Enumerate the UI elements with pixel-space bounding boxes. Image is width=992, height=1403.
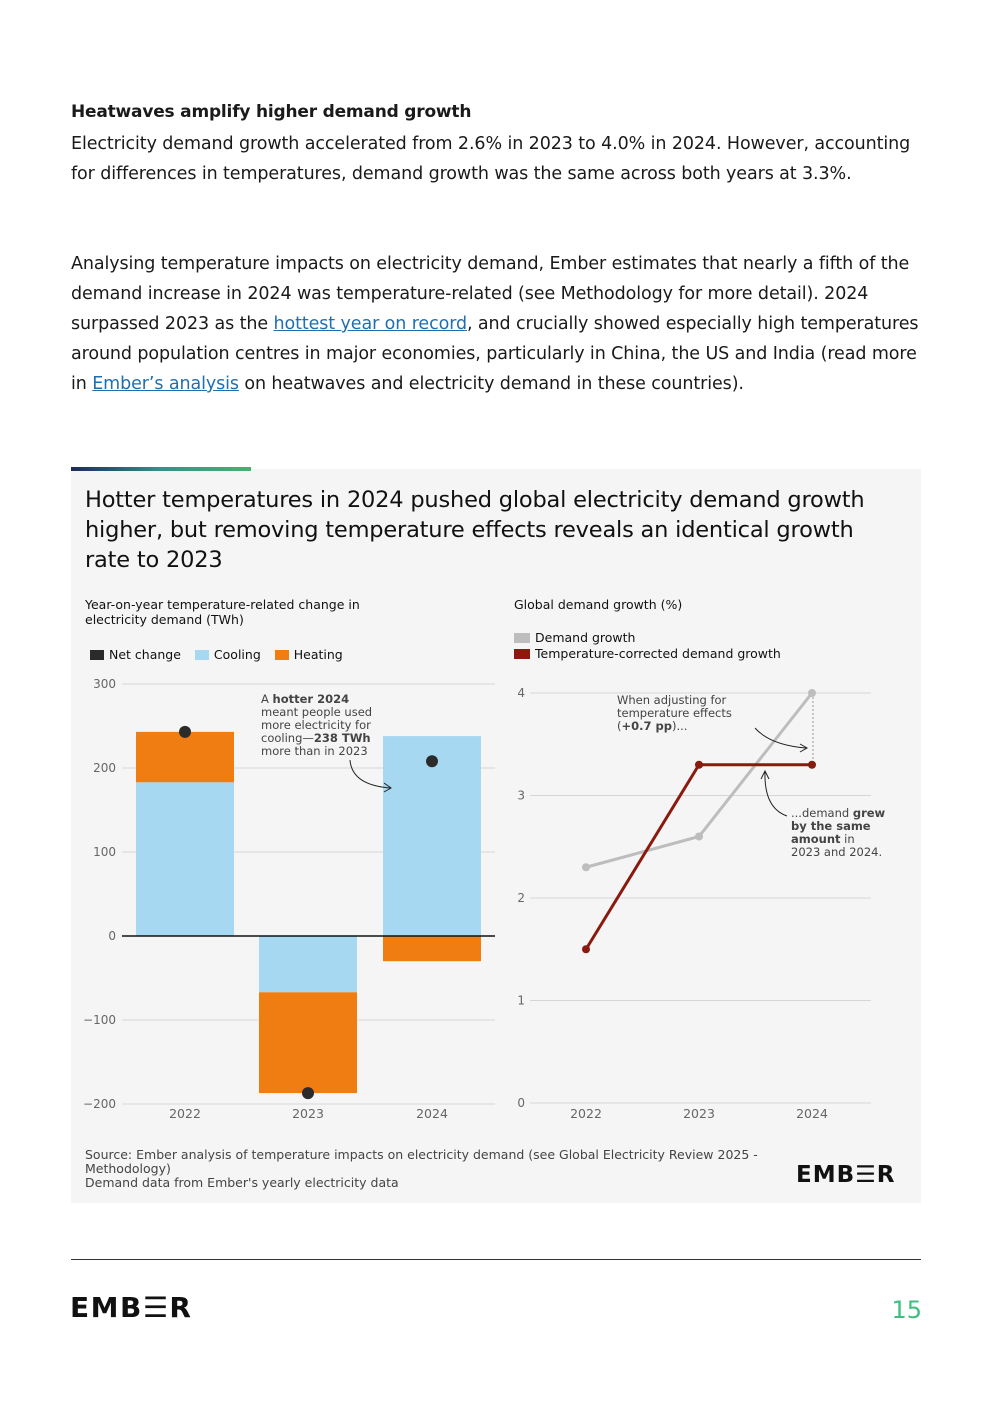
- chart-source-line2: Demand data from Ember's yearly electric…: [85, 1175, 399, 1190]
- hottest-year-link[interactable]: hottest year on record: [273, 314, 468, 334]
- paragraph-2-text-b: , and crucially showed especially high t…: [71, 314, 919, 394]
- bar-xtick-label-2022: 2022: [169, 1106, 201, 1121]
- line-annotation-2-l2: by the same: [791, 820, 901, 833]
- line-chart-title: Global demand growth (%): [514, 597, 683, 612]
- line-point-corrected-2024: [808, 760, 816, 769]
- bar-ytick-label-4: −100: [83, 1013, 116, 1027]
- line-chart: 4 3 2 1 0 2022 2023 2024: [517, 686, 871, 1121]
- bar-ytick-label-5: −200: [83, 1097, 116, 1111]
- card-ember-logo: EMB☰R: [796, 1162, 896, 1188]
- paragraph-1: Electricity demand growth accelerated fr…: [71, 134, 911, 184]
- line-annotation-1-l3: (+0.7 pp)...: [617, 719, 688, 733]
- line-annotation-2-arrowhead: [760, 769, 770, 780]
- line-point-demand-growth-2024: [808, 689, 816, 697]
- bar-xtick-label-2024: 2024: [416, 1106, 448, 1121]
- bar-net-dot-2024: [426, 755, 438, 768]
- chart-card-title: Hotter temperatures in 2024 pushed globa…: [85, 487, 865, 573]
- legend-label-demand-growth: Demand growth: [535, 630, 636, 645]
- bar-heating-2023: [259, 992, 357, 1094]
- line-xtick-label-2024: 2024: [796, 1106, 828, 1121]
- line-annotation-1-l2: temperature effects: [617, 706, 732, 720]
- line-ytick-label-4: 0: [517, 1096, 525, 1110]
- chart-source: Source: Ember analysis of temperature im…: [85, 1148, 785, 1190]
- chart-source-line1: Source: Ember analysis of temperature im…: [85, 1147, 758, 1176]
- section-heading: Heatwaves amplify higher demand growth: [71, 102, 472, 122]
- line-xtick-label-2022: 2022: [570, 1106, 602, 1121]
- legend-swatch-corrected: [514, 648, 530, 659]
- line-xtick-label-2023: 2023: [683, 1106, 715, 1121]
- line-annotation-2-arrow: [764, 771, 788, 817]
- bar-cooling-2022: [136, 782, 234, 936]
- line-point-demand-growth-2023: [695, 832, 703, 841]
- line-point-corrected-2023: [695, 760, 703, 769]
- legend-label-heating: Heating: [293, 647, 343, 662]
- line-annotation-1-arrowhead: [799, 743, 809, 753]
- line-annotation-1-bold: +0.7 pp: [621, 719, 672, 733]
- line-annotation-2-l1: ...demand grew: [791, 807, 901, 820]
- bar-cooling-2024: [383, 736, 481, 936]
- bar-annotation-post: more than in 2023: [261, 744, 368, 758]
- bar-ytick-label-1: 200: [93, 761, 116, 775]
- line-annotation-2-post1: in: [840, 832, 855, 846]
- bar-ytick-label-0: 300: [93, 677, 116, 691]
- bar-ytick-label-2: 100: [93, 845, 116, 859]
- bar-chart-title: Year-on-year temperature-related change …: [85, 597, 360, 627]
- bar-annotation-arrow: [349, 759, 391, 789]
- paragraph-2-text-a: Analysing temperature impacts on electri…: [71, 254, 910, 334]
- line-annotation-2-pre: ...demand: [791, 806, 853, 820]
- bar-heating-2022: [136, 731, 234, 783]
- line-annotation-2-bold2: by the same: [791, 819, 871, 833]
- line-annotation-2-bold3: amount: [791, 832, 841, 846]
- bar-legend: Net change Cooling Heating: [90, 647, 343, 662]
- embers-analysis-link[interactable]: Ember’s analysis: [92, 374, 239, 394]
- bar-ytick-label-3: 0: [108, 929, 116, 943]
- line-annotation-1-arrow: [754, 727, 807, 749]
- bar-annotation-bold1: hotter 2024: [272, 692, 350, 706]
- line-annotation-1-l1: When adjusting for: [617, 693, 727, 707]
- line-ytick-label-1: 3: [517, 789, 525, 803]
- bar-heating-2024: [383, 936, 481, 962]
- line-annotation-2-l3: amount in: [791, 833, 901, 846]
- legend-swatch-heating: [274, 649, 289, 660]
- line-point-corrected-2022: [582, 945, 590, 954]
- bar-annotation-arrowhead: [383, 782, 392, 793]
- line-point-demand-growth-2022: [582, 863, 590, 872]
- bar-net-dot-2023: [302, 1087, 314, 1100]
- bar-annotation-mid: meant people used more electricity for c…: [261, 705, 373, 745]
- legend-label-corrected: Temperature-corrected demand growth: [535, 646, 781, 661]
- line-ytick-label-3: 1: [517, 994, 525, 1008]
- line-annotation-2: ...demand grew by the same amount in 202…: [791, 807, 901, 859]
- line-annotation-2-bold1: grew: [852, 806, 886, 820]
- line-legend-demand: Demand growth: [514, 630, 635, 645]
- bar-annotation-pre: A: [261, 692, 273, 706]
- line-legend-corrected: Temperature-corrected demand growth: [514, 646, 781, 661]
- bar-cooling-2023: [259, 936, 357, 993]
- bar-annotation: A hotter 2024 meant people used more ele…: [261, 693, 389, 758]
- legend-label-cooling: Cooling: [213, 647, 261, 662]
- bar-xtick-label-2023: 2023: [292, 1106, 324, 1121]
- bar-chart: 300 200 100 0 −100 −200 2022 2023 2024: [83, 677, 495, 1121]
- bar-annotation-bold2: 238 TWh: [313, 731, 371, 745]
- legend-swatch-net: [90, 649, 104, 660]
- legend-swatch-demand-growth: [514, 632, 530, 643]
- footer-ember-logo: EMB☰R: [70, 1291, 193, 1324]
- line-annotation-2-l4: 2023 and 2024.: [791, 845, 883, 859]
- line-annotation-1: When adjusting for temperature effects (…: [617, 694, 757, 733]
- page-number: 15: [891, 1296, 922, 1324]
- paragraph-2: Analysing temperature impacts on electri…: [71, 249, 931, 399]
- legend-swatch-cooling: [194, 649, 209, 660]
- line-ytick-label-0: 4: [517, 686, 525, 700]
- footer-divider: [71, 1259, 921, 1260]
- bar-net-dot-2022: [179, 725, 191, 738]
- legend-label-net: Net change: [109, 647, 181, 662]
- card-accent-bar: [71, 467, 251, 471]
- line-ytick-label-2: 2: [517, 891, 525, 905]
- paragraph-2-text-c: on heatwaves and electricity demand in t…: [238, 374, 744, 394]
